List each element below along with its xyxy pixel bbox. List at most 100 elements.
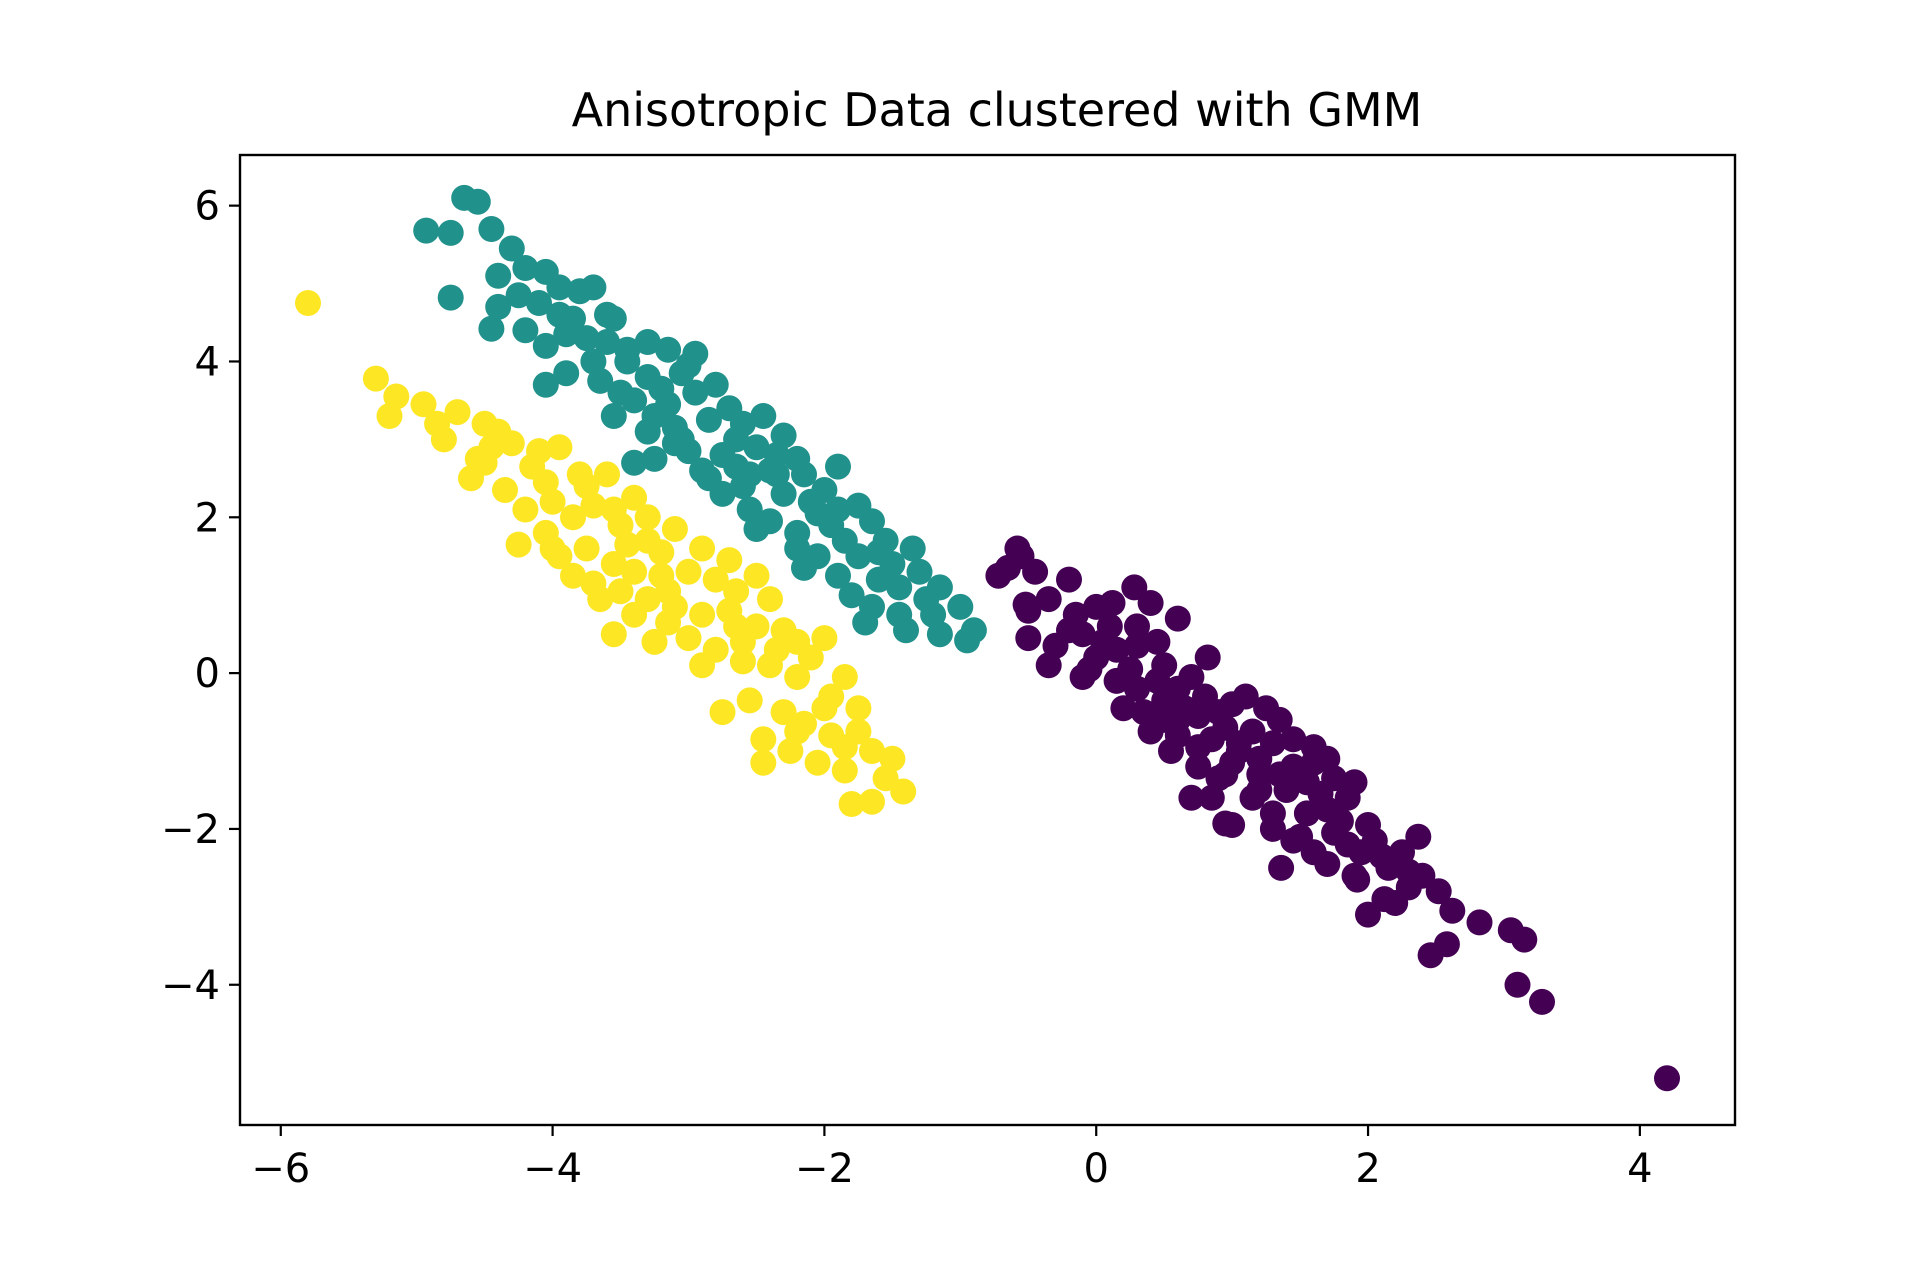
y-tick-label: −2 — [161, 807, 220, 853]
scatter-point — [600, 496, 627, 523]
scatter-point — [655, 578, 682, 605]
scatter-point — [621, 449, 648, 476]
scatter-point — [1371, 886, 1398, 913]
scatter-point — [1253, 695, 1280, 722]
scatter-point — [736, 461, 763, 488]
scatter-point — [845, 543, 872, 570]
scatter-point — [1259, 730, 1286, 757]
scatter-point — [505, 282, 532, 309]
scatter-point — [825, 562, 851, 589]
scatter-point — [1164, 706, 1191, 733]
scatter-point — [770, 699, 797, 726]
scatter-point — [865, 566, 892, 593]
scatter-point — [1124, 675, 1150, 702]
scatter-point — [553, 360, 580, 387]
scatter-point — [430, 426, 457, 453]
scatter-point — [716, 395, 743, 422]
scatter-point — [865, 539, 892, 566]
scatter-point — [362, 365, 389, 392]
scatter-point — [743, 516, 770, 542]
scatter-point — [560, 504, 586, 531]
x-tick-label: −6 — [251, 1146, 310, 1192]
scatter-point — [729, 648, 756, 675]
scatter-point — [1405, 823, 1432, 850]
scatter-point — [648, 375, 675, 402]
scatter-point — [437, 219, 464, 246]
scatter-point — [1110, 695, 1137, 722]
scatter-point — [634, 329, 661, 355]
scatter-point — [1198, 726, 1225, 753]
scatter-point — [1504, 971, 1531, 998]
scatter-point — [464, 188, 491, 215]
scatter-point — [580, 274, 607, 301]
scatter-point — [546, 274, 573, 301]
scatter-point — [750, 403, 777, 429]
scatter-point — [777, 738, 804, 764]
scatter-point — [1056, 566, 1082, 593]
scatter-point — [1355, 812, 1381, 838]
scatter-point — [580, 492, 607, 519]
scatter-point — [1439, 897, 1466, 924]
x-tick-label: −2 — [795, 1146, 854, 1192]
scatter-point — [478, 216, 505, 242]
scatter-point — [1466, 909, 1493, 936]
scatter-point — [784, 718, 811, 745]
scatter-point — [872, 765, 899, 792]
scatter-point — [811, 625, 838, 652]
scatter-point — [1239, 718, 1266, 745]
scatter-point — [1185, 703, 1212, 729]
scatter-point — [1268, 854, 1295, 881]
scatter-point — [1178, 784, 1205, 811]
scatter-point — [750, 726, 777, 753]
scatter-point — [784, 535, 811, 562]
y-tick-label: 2 — [195, 495, 220, 541]
scatter-point — [1015, 625, 1042, 652]
scatter-point — [1280, 827, 1307, 854]
scatter-point — [920, 601, 947, 628]
scatter-point — [899, 535, 926, 562]
scatter-point — [1035, 586, 1062, 613]
scatter-point — [505, 531, 532, 558]
scatter-point — [1341, 862, 1368, 889]
scatter-point — [573, 473, 600, 500]
scatter-point — [723, 613, 750, 640]
scatter-point — [906, 558, 933, 585]
scatter-point — [1314, 851, 1341, 877]
scatter-point — [600, 403, 627, 429]
scatter-point — [1425, 878, 1452, 905]
scatter-point — [1144, 628, 1171, 655]
scatter-point — [689, 601, 716, 628]
scatter-point — [655, 336, 682, 363]
scatter-point — [478, 315, 505, 342]
scatter-point — [539, 535, 566, 562]
scatter-point — [1124, 632, 1150, 659]
scatter-point — [498, 430, 525, 457]
scatter-point — [594, 461, 620, 488]
scatter-point — [1035, 652, 1062, 679]
scatter-point — [661, 516, 688, 542]
scatter-point — [1198, 784, 1225, 811]
scatter-point — [1121, 574, 1148, 601]
scatter-point — [1004, 535, 1031, 562]
scatter-point — [1239, 784, 1266, 811]
scatter-point — [702, 566, 729, 593]
scatter-point — [1300, 749, 1327, 776]
scatter-point — [485, 262, 512, 289]
scatter-point — [1103, 667, 1130, 694]
scatter-point — [600, 551, 627, 577]
scatter-point — [1083, 593, 1110, 620]
scatter-point — [614, 531, 641, 558]
scatter-point — [1103, 636, 1130, 663]
scatter-point — [736, 687, 763, 714]
scatter-point — [1417, 942, 1444, 969]
scatter-point — [770, 422, 797, 449]
scatter-point — [845, 492, 872, 519]
scatter-point — [1259, 815, 1286, 842]
scatter-point — [859, 738, 885, 764]
scatter-point — [1219, 691, 1246, 718]
scatter-point — [376, 403, 403, 429]
scatter-points — [295, 184, 1680, 1092]
scatter-point — [546, 434, 573, 461]
scatter-point — [811, 695, 838, 722]
